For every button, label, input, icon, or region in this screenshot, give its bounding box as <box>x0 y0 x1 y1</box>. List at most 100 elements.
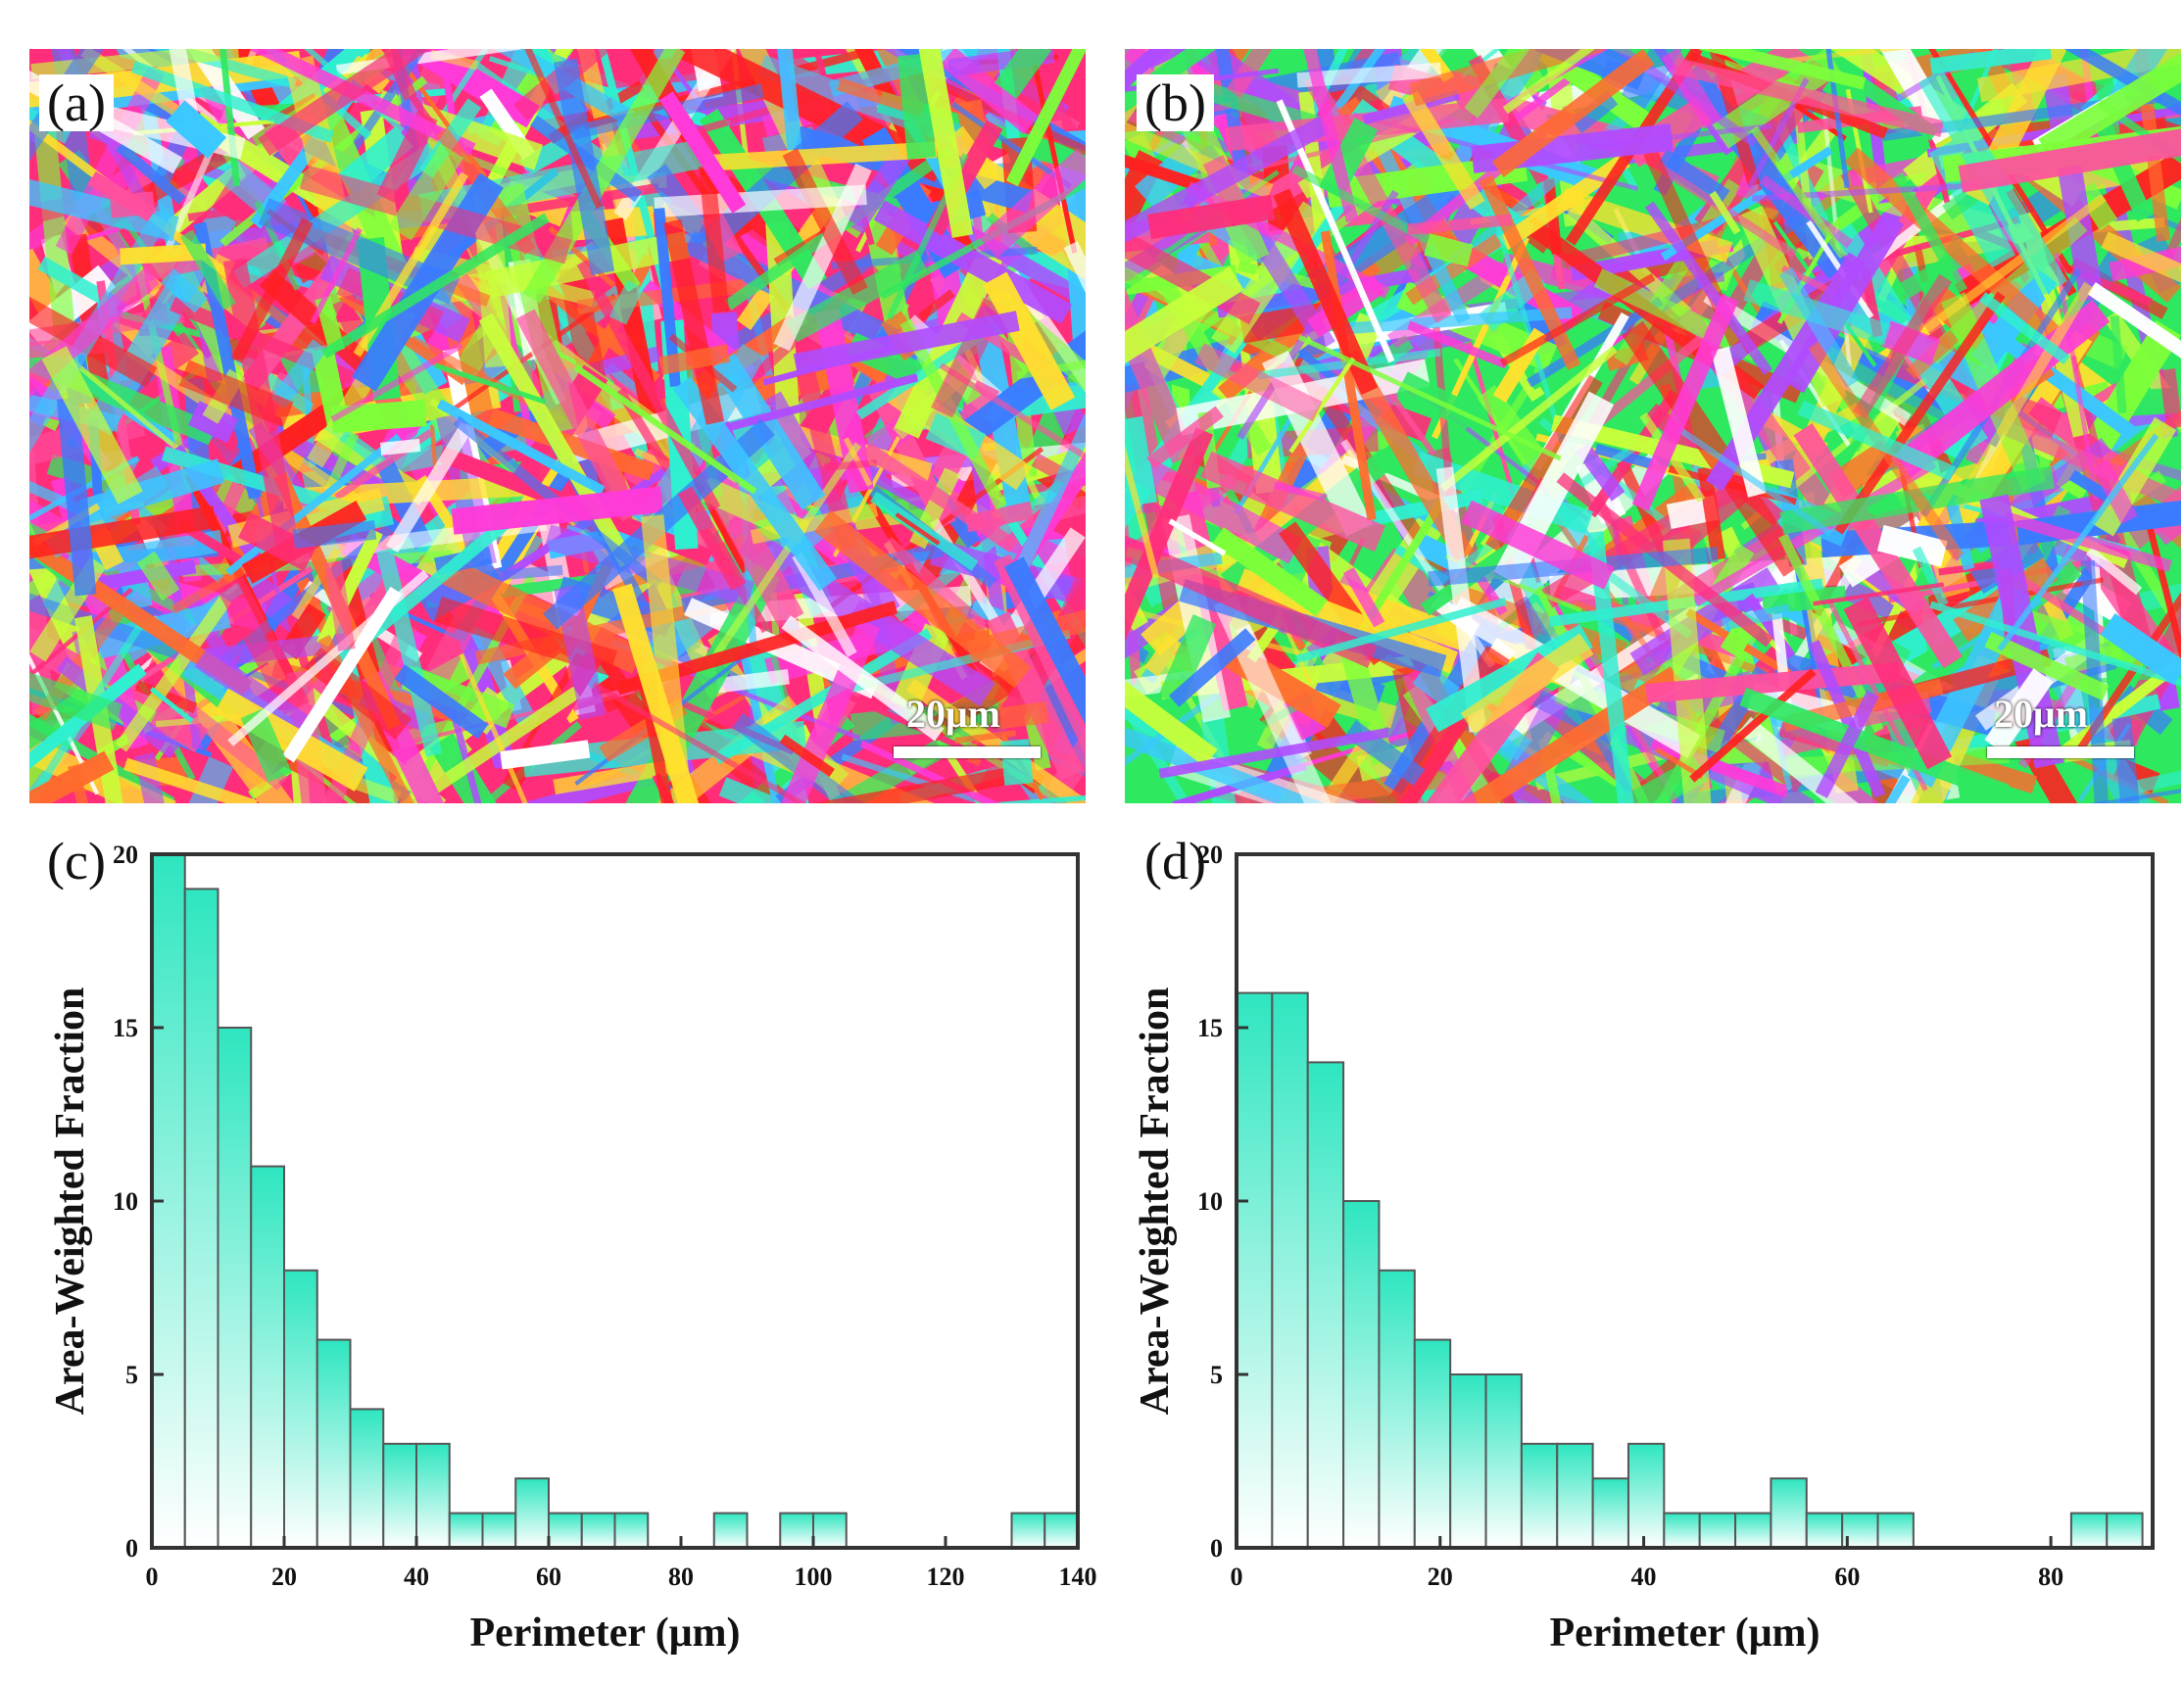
grain-lath <box>375 457 433 550</box>
grain-lath <box>1005 49 1086 187</box>
histogram-bar <box>1770 1477 1808 1549</box>
panel-label-b: (b) <box>1137 74 1214 131</box>
x-tick-label: 20 <box>271 1563 297 1591</box>
grain-lath <box>2080 559 2111 803</box>
grain-lath <box>786 250 928 343</box>
grain-lath <box>1193 343 1323 422</box>
grain-lath <box>1571 90 1619 134</box>
grain-lath <box>631 194 659 372</box>
grain-lath <box>2136 765 2181 794</box>
grain-lath <box>615 601 898 696</box>
grain-lath <box>1997 433 2160 651</box>
grain-lath <box>1673 57 1945 137</box>
grain-lath <box>773 163 872 352</box>
grain-lath <box>37 256 110 307</box>
histogram-bar <box>1841 1512 1879 1549</box>
grain-lath <box>1403 49 1455 84</box>
x-tick-label: 80 <box>668 1563 694 1591</box>
grain-lath <box>710 487 804 628</box>
grain-lath <box>237 512 317 571</box>
grain-lath <box>718 777 777 803</box>
grain-lath <box>873 200 1073 324</box>
grain-lath <box>187 205 249 221</box>
x-tick-label: 80 <box>2038 1563 2063 1591</box>
grain-lath <box>1003 556 1086 754</box>
grain-lath <box>2054 602 2181 761</box>
x-tick-label: 20 <box>1428 1563 1453 1591</box>
y-tick-label: 5 <box>1210 1361 1223 1389</box>
grain-lath <box>1417 49 1597 220</box>
grain-lath <box>590 49 669 291</box>
histogram-bar <box>1663 1512 1701 1549</box>
grain-lath <box>1587 531 1636 803</box>
histogram-bar <box>1271 991 1309 1549</box>
histogram-bar <box>151 853 186 1549</box>
grain-lath <box>1461 500 1615 590</box>
grain-lath <box>1158 613 1217 706</box>
grain-lath <box>88 529 224 575</box>
grain-lath <box>814 509 1032 689</box>
histogram-bar <box>1734 1512 1772 1549</box>
grain-lath <box>1125 415 1158 507</box>
grain-lath <box>1447 596 1701 758</box>
grain-lath <box>1654 49 1867 90</box>
grain-lath <box>705 442 862 668</box>
grain-lath <box>179 229 236 311</box>
grain-lath <box>1746 77 1810 189</box>
grain-lath <box>1892 172 1967 294</box>
grain-lath <box>1406 214 1513 236</box>
ebsd-map-b-texture <box>1125 49 2181 803</box>
grain-lath <box>120 243 207 265</box>
grain-lath <box>2056 779 2181 803</box>
y-tick-label: 5 <box>125 1361 138 1389</box>
grain-lath <box>706 141 938 171</box>
grain-lath <box>1984 632 2110 701</box>
grain-lath <box>149 687 194 724</box>
grain-lath <box>429 424 438 475</box>
histogram-bar <box>481 1512 517 1549</box>
grain-lath <box>1125 727 1347 803</box>
grain-lath <box>29 172 179 242</box>
grain-lath <box>258 49 511 157</box>
grain-lath <box>1402 90 1485 211</box>
histogram-bar <box>217 1027 253 1549</box>
x-tick-label: 60 <box>1834 1563 1860 1591</box>
grain-lath <box>2159 368 2181 429</box>
grain-lath <box>698 165 730 313</box>
grain-lath <box>194 647 312 737</box>
grain-lath <box>781 615 945 742</box>
histogram-bar <box>1306 1061 1345 1550</box>
histogram-bar <box>250 1165 285 1549</box>
grain-lath <box>782 148 868 295</box>
grain-lath <box>716 668 790 694</box>
grain-lath <box>1297 334 1562 461</box>
histogram-bar <box>514 1477 550 1549</box>
histogram-bar <box>1520 1442 1559 1550</box>
grain-lath <box>1503 66 1585 129</box>
histogram-bar <box>315 1338 352 1549</box>
grain-lath <box>1146 194 1275 240</box>
grain-lath <box>2125 49 2170 242</box>
grain-lath <box>240 264 343 392</box>
grain-lath <box>178 360 294 428</box>
grain-lath <box>388 143 464 241</box>
grain-lath <box>1125 409 1160 579</box>
grain-lath <box>321 213 550 359</box>
x-tick-label: 0 <box>146 1563 159 1591</box>
grain-lath <box>553 756 688 795</box>
histogram-bar <box>1626 1442 1666 1550</box>
histogram-bar <box>448 1512 484 1549</box>
scale-bar-label-a: 20μm <box>906 692 1000 736</box>
grain-lath <box>515 309 642 522</box>
panel-label-d: (d) <box>1137 833 1214 890</box>
grain-lath <box>573 364 757 495</box>
grain-lath <box>324 560 356 651</box>
grain-lath <box>29 663 147 802</box>
histogram-bar <box>415 1442 451 1550</box>
grain-lath <box>1594 756 1708 803</box>
grain-lath <box>1307 274 1385 338</box>
grain-lath <box>2003 510 2172 572</box>
x-tick-label: 100 <box>795 1563 833 1591</box>
grain-lath <box>66 355 181 453</box>
grain-lath <box>1978 292 2070 365</box>
